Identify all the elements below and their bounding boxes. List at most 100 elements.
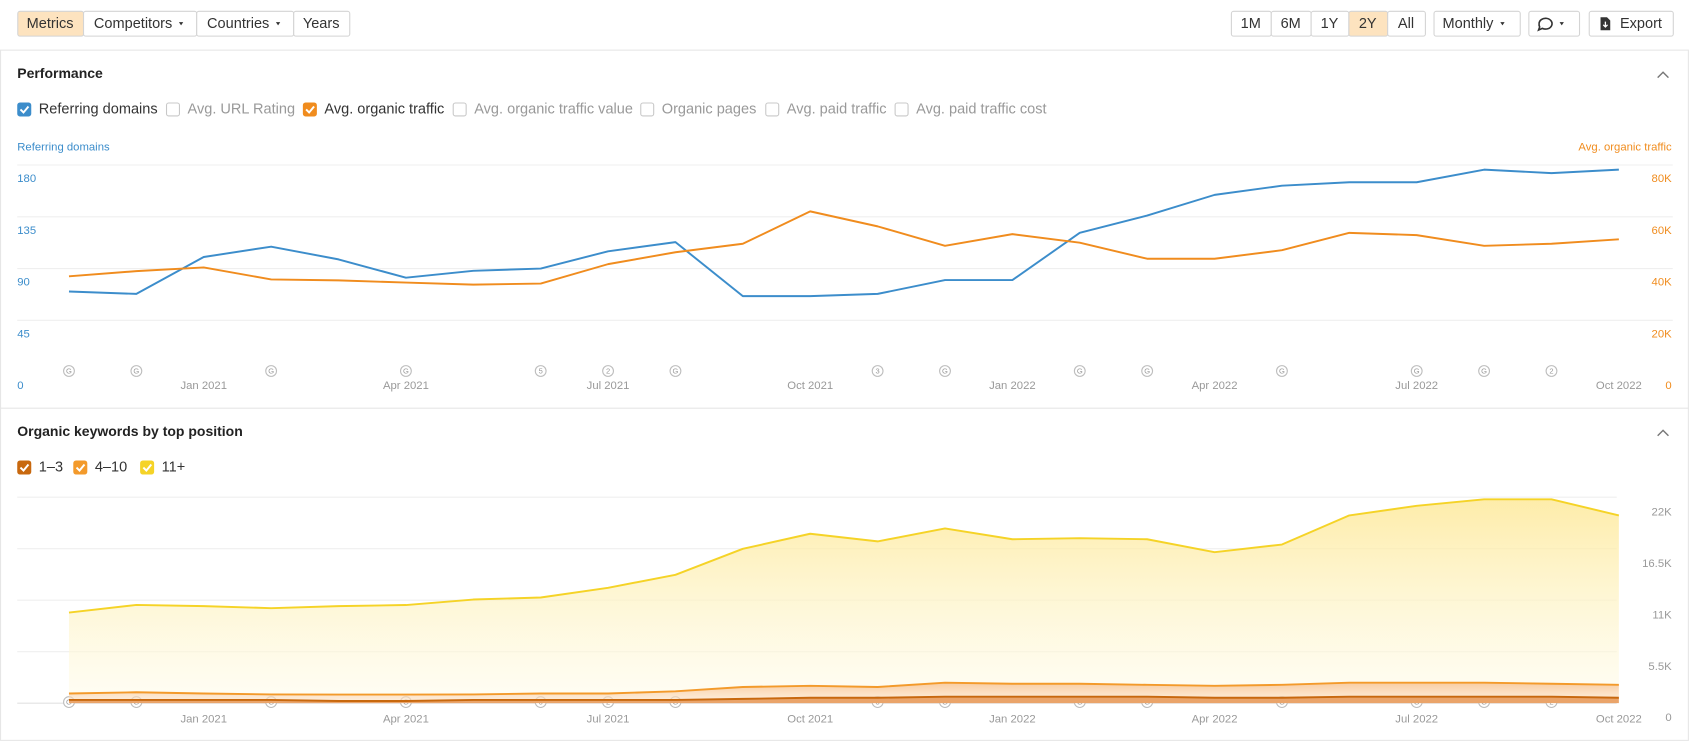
x-tick-label: Oct 2021 <box>787 713 833 725</box>
metric-toggle[interactable]: Avg. paid traffic cost <box>894 101 1047 117</box>
annotations-button[interactable] <box>1528 10 1581 37</box>
metric-toggle[interactable]: Avg. paid traffic <box>765 101 887 117</box>
metric-toggle-label: Avg. organic traffic <box>324 101 444 117</box>
event-marker[interactable]: G <box>1276 365 1288 377</box>
view-tab[interactable]: Competitors <box>82 10 198 37</box>
event-marker[interactable]: 2 <box>1545 365 1558 377</box>
event-marker[interactable]: G <box>399 365 412 377</box>
checkmark <box>305 105 315 114</box>
export-arrow <box>1602 21 1609 28</box>
event-marker-circle <box>1545 365 1558 377</box>
interval-dropdown[interactable]: Monthly <box>1433 10 1521 37</box>
event-marker-circle <box>669 365 682 377</box>
metric-toggle[interactable]: Organic pages <box>640 101 757 117</box>
legend-toggle[interactable]: 1–3 <box>17 459 63 475</box>
stacked-area <box>68 499 1619 695</box>
y-tick-label: 11K <box>1652 609 1672 621</box>
x-tick-label: Apr 2022 <box>1192 380 1238 392</box>
event-marker-circle <box>265 365 278 377</box>
y-tick-label: 135 <box>17 225 36 237</box>
y-axis-title: Referring domains <box>17 142 110 154</box>
event-marker[interactable]: G <box>669 365 682 377</box>
metric-toggle-label: Organic pages <box>662 101 757 117</box>
dropdown-caret <box>178 22 184 26</box>
range-button[interactable]: 1M <box>1230 10 1272 37</box>
export-button[interactable]: Export <box>1588 10 1674 37</box>
range-button[interactable]: 2Y <box>1348 10 1389 37</box>
range-button[interactable]: 1Y <box>1310 10 1350 37</box>
event-marker[interactable]: G <box>1073 365 1086 377</box>
x-tick-label: Jan 2022 <box>989 380 1036 392</box>
y2-tick-label: 80K <box>1652 173 1673 185</box>
checkbox <box>165 102 180 117</box>
range-label: 1Y <box>1321 16 1339 32</box>
checkbox <box>452 102 467 117</box>
collapse-icon[interactable] <box>1657 429 1669 437</box>
checkbox <box>302 102 317 117</box>
event-marker[interactable]: G <box>63 365 75 377</box>
checkbox <box>894 102 909 117</box>
metric-toggle-label: Avg. paid traffic cost <box>916 101 1046 117</box>
x-tick-label: Jul 2022 <box>1395 380 1438 392</box>
event-marker-label: G <box>673 367 679 376</box>
x-tick-label: Jul 2021 <box>587 380 630 392</box>
event-marker-label: G <box>268 367 274 376</box>
event-marker[interactable]: 5 <box>534 365 547 377</box>
legend-toggle[interactable]: 11+ <box>140 459 186 475</box>
stacked-line <box>68 681 1619 696</box>
x-tick-label: Apr 2022 <box>1192 713 1238 725</box>
y2-tick-label: 40K <box>1652 277 1673 289</box>
button-bg <box>1528 10 1581 37</box>
event-marker-label: 2 <box>1549 367 1553 376</box>
stacked-line <box>68 695 1619 702</box>
y2-tick-label: 0 <box>1665 380 1671 392</box>
view-tab-label: Competitors <box>94 16 172 32</box>
event-marker-circle <box>1478 365 1491 377</box>
event-marker[interactable]: G <box>1410 365 1423 377</box>
metric-toggle[interactable]: Avg. organic traffic value <box>452 101 633 117</box>
collapse-icon[interactable] <box>1657 71 1669 79</box>
event-marker-circle <box>871 365 884 377</box>
legend-toggle[interactable]: 4–10 <box>73 459 127 475</box>
event-marker[interactable]: G <box>265 365 278 377</box>
event-marker-label: G <box>1481 367 1487 376</box>
checkmark <box>19 105 30 114</box>
event-marker[interactable]: G <box>1478 365 1491 377</box>
event-marker-circle <box>1073 365 1086 377</box>
checkmark <box>75 463 86 472</box>
stacked-area <box>68 682 1619 702</box>
y2-tick-label: 20K <box>1652 328 1673 340</box>
y-tick-label: 45 <box>17 328 30 340</box>
metric-toggle[interactable]: Avg. organic traffic <box>302 101 444 117</box>
event-marker-circle <box>130 365 143 377</box>
x-tick-label: Oct 2021 <box>787 380 833 392</box>
range-label: All <box>1398 16 1414 32</box>
event-marker[interactable]: 3 <box>871 365 884 377</box>
metric-toggle-label: Avg. paid traffic <box>787 101 887 117</box>
checkbox <box>140 460 155 475</box>
x-tick-label: Jul 2021 <box>587 713 630 725</box>
metric-toggle[interactable]: Referring domains <box>17 101 158 117</box>
event-marker[interactable]: G <box>130 365 143 377</box>
view-tab-label: Countries <box>207 16 269 32</box>
legend-label: 1–3 <box>39 459 63 475</box>
range-button[interactable]: All <box>1387 10 1426 37</box>
range-button[interactable]: 6M <box>1270 10 1312 37</box>
event-marker[interactable]: G <box>939 365 951 377</box>
event-marker[interactable]: 2 <box>602 365 614 377</box>
view-tab-label: Years <box>303 16 340 32</box>
event-marker[interactable]: G <box>1141 365 1154 377</box>
y-tick-label: 90 <box>17 277 30 289</box>
metric-toggle[interactable]: Avg. URL Rating <box>165 101 296 117</box>
series-line <box>68 210 1619 286</box>
view-tab[interactable]: Years <box>293 10 351 37</box>
view-tab[interactable]: Countries <box>196 10 295 37</box>
checkbox <box>765 102 780 117</box>
view-tab[interactable]: Metrics <box>17 10 85 37</box>
metric-toggle-label: Avg. organic traffic value <box>474 101 633 117</box>
y-tick-label: 0 <box>17 380 23 392</box>
metric-toggle-label: Referring domains <box>39 101 158 117</box>
dropdown-caret <box>1500 22 1505 26</box>
